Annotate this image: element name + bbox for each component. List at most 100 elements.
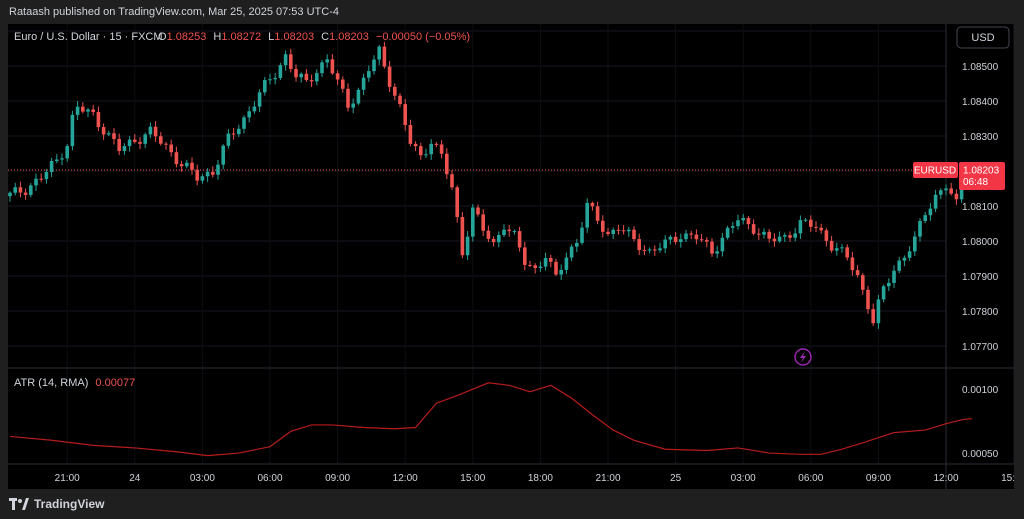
candle-body: [918, 221, 922, 237]
candle-body: [564, 257, 569, 270]
time-axis[interactable]: 21:00 24 03:00 06:00 09:00 12:00 15:00 18:00 21:…: [55, 473, 1024, 484]
candle-body: [96, 112, 101, 128]
last-price-labels: EURUSD 1.08203 06:48: [913, 161, 1005, 190]
candle-body: [569, 246, 574, 258]
candle-body: [252, 106, 257, 112]
candle-body: [429, 143, 433, 155]
candle-body: [538, 266, 543, 269]
chart-svg[interactable]: 1.07700 1.07800 1.07900 1.08000 1.08100 1.082…: [8, 24, 1024, 489]
candle-body: [44, 171, 49, 180]
candle-body: [335, 73, 340, 80]
candle-body: [907, 251, 912, 258]
publisher-text: Rataash published on TradingView.com, Ma…: [9, 6, 339, 18]
candle-body: [663, 239, 667, 249]
candle-body: [679, 239, 683, 243]
candle-body: [767, 231, 771, 239]
currency-button[interactable]: USD: [956, 26, 1010, 49]
candle-body: [746, 218, 751, 225]
candle-body: [169, 144, 173, 153]
time-tick-label: 03:00: [731, 473, 756, 484]
time-tick-label: 18:00: [528, 473, 553, 484]
candle-body: [705, 239, 709, 242]
candle-body: [294, 68, 298, 78]
candle-body: [835, 248, 839, 251]
candle-body: [913, 236, 917, 252]
candle-body: [465, 236, 470, 256]
candle-body: [455, 187, 459, 217]
price-label-bg: [959, 161, 1005, 190]
candle-body: [699, 239, 704, 241]
candle-body: [928, 208, 933, 216]
candle-body: [49, 161, 54, 172]
published-header: Rataash published on TradingView.com, Ma…: [0, 0, 1024, 24]
candle-body: [668, 236, 673, 240]
candle-body: [190, 162, 194, 170]
brand-name: TradingView: [34, 497, 105, 511]
candle-body: [398, 95, 402, 105]
h-label: H: [213, 31, 221, 43]
time-tick-label: 15:00: [1001, 473, 1014, 484]
candle-body: [814, 226, 818, 228]
candle-body: [81, 106, 85, 112]
candle-body: [497, 235, 501, 243]
candle-body: [101, 127, 106, 135]
tradingview-brand[interactable]: TradingView: [9, 497, 104, 511]
candle-body: [460, 216, 465, 256]
candle-body: [55, 159, 59, 162]
candle-body: [18, 187, 23, 193]
candle-body: [377, 46, 381, 60]
candle-body: [70, 114, 75, 147]
price-tick-label: 1.08500: [962, 62, 999, 73]
candle-body: [559, 269, 563, 275]
candle-body: [897, 260, 901, 271]
candle-body: [231, 133, 236, 135]
candle-body: [153, 126, 158, 137]
atr-line: [9, 382, 973, 457]
candles[interactable]: [8, 41, 974, 329]
h-value: 1.08272: [221, 31, 261, 43]
candle-body: [933, 194, 938, 209]
candle-body: [923, 215, 927, 222]
candle-body: [341, 79, 345, 89]
time-tick-label: 09:00: [325, 473, 350, 484]
candle-body: [242, 117, 246, 129]
candle-body: [855, 270, 860, 276]
candle-body: [471, 207, 475, 237]
candle-body: [39, 178, 43, 180]
candle-body: [200, 176, 205, 181]
candle-body: [91, 109, 95, 113]
atr-axis[interactable]: 0.00050 0.00100: [962, 385, 999, 460]
candle-body: [845, 247, 849, 258]
atr-pane: [9, 382, 973, 457]
candle-body: [798, 220, 803, 234]
candle-body: [949, 188, 953, 194]
candle-body: [959, 184, 964, 200]
candle-body: [247, 111, 251, 118]
candle-body: [621, 230, 626, 232]
l-label: L: [268, 31, 274, 43]
candle-body: [133, 139, 137, 142]
candle-body: [445, 153, 449, 175]
candle-body: [632, 229, 636, 240]
candle-body: [866, 289, 870, 310]
candle-body: [450, 174, 454, 188]
candle-body: [819, 227, 823, 231]
candle-body: [642, 250, 647, 252]
candle-body: [543, 258, 548, 267]
chart-area[interactable]: 1.07700 1.07800 1.07900 1.08000 1.08100 1.082…: [8, 24, 1024, 489]
candle-body: [549, 258, 553, 262]
candle-body: [887, 282, 891, 287]
candle-body: [174, 152, 179, 165]
candle-body: [403, 104, 407, 126]
o-value: 1.08253: [167, 31, 207, 43]
candle-body: [13, 187, 17, 193]
ohlc-legend: O1.08253 H1.08272 L1.08203 C1.08203 −0.0…: [158, 31, 470, 43]
candle-body: [512, 231, 517, 233]
lightning-icon[interactable]: [794, 348, 812, 366]
symbol-label-bg: [913, 161, 958, 178]
time-tick-label: 06:00: [798, 473, 823, 484]
candle-body: [710, 241, 714, 254]
candle-body: [606, 231, 610, 234]
candle-body: [715, 251, 719, 254]
candle-body: [944, 188, 948, 191]
